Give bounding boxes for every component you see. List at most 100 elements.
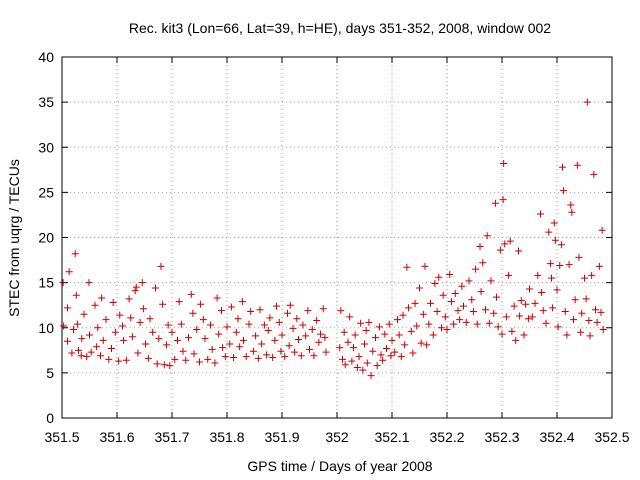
data-point	[281, 353, 289, 361]
data-point	[499, 196, 507, 204]
data-point	[72, 291, 80, 299]
data-point	[557, 241, 565, 249]
data-point	[460, 302, 467, 310]
y-tick-label: 10	[38, 320, 54, 336]
data-point	[85, 279, 93, 287]
data-point	[548, 274, 555, 282]
data-point	[260, 321, 268, 329]
data-point	[409, 349, 417, 357]
data-point	[450, 320, 458, 328]
data-point	[144, 354, 152, 362]
x-tick-label: 352	[325, 429, 349, 445]
data-point	[336, 344, 344, 352]
data-point	[75, 346, 82, 354]
data-point	[351, 331, 359, 339]
data-point	[419, 310, 427, 318]
data-point	[189, 309, 197, 317]
data-point	[506, 237, 514, 245]
data-point	[438, 324, 445, 332]
data-point	[365, 318, 373, 326]
data-point	[273, 302, 280, 310]
x-axis-label: GPS time / Days of year 2008	[247, 458, 432, 474]
data-point	[313, 317, 321, 325]
data-point	[164, 321, 172, 329]
data-point	[138, 279, 146, 287]
data-point	[128, 333, 136, 341]
data-point	[491, 199, 499, 207]
data-point	[278, 331, 286, 339]
data-point	[219, 344, 227, 352]
data-point	[493, 293, 500, 301]
grid	[62, 57, 612, 418]
data-point	[575, 253, 583, 261]
tick-labels: 351.5 351.6 351.7 351.8 351.9 352 352.1 352.2 35…	[38, 49, 629, 445]
data-point	[59, 279, 67, 287]
y-tick-label: 25	[38, 184, 54, 200]
data-point	[275, 318, 283, 326]
data-point	[213, 294, 221, 302]
x-tick-label: 351.7	[154, 429, 189, 445]
data-point	[346, 313, 354, 321]
data-point	[472, 265, 480, 273]
data-point	[411, 299, 419, 307]
data-point	[131, 287, 139, 295]
data-point	[108, 345, 115, 353]
data-point	[344, 338, 352, 346]
data-point	[65, 268, 73, 276]
data-point	[64, 337, 71, 345]
data-point	[211, 359, 219, 367]
data-point	[350, 344, 357, 352]
data-point	[526, 285, 533, 293]
data-point	[249, 347, 257, 355]
y-tick-label: 5	[46, 365, 54, 381]
data-point	[531, 299, 539, 307]
data-point	[567, 201, 575, 209]
data-point	[522, 300, 530, 308]
data-point	[403, 263, 411, 271]
data-point	[405, 304, 412, 312]
data-point	[263, 351, 271, 359]
data-point	[304, 307, 312, 315]
data-point	[447, 298, 455, 306]
data-point	[577, 328, 585, 336]
data-point	[570, 316, 577, 324]
data-point	[221, 353, 229, 361]
data-point	[483, 232, 491, 240]
data-point	[524, 315, 532, 323]
data-point	[227, 303, 235, 311]
data-point	[454, 307, 462, 315]
data-point	[441, 313, 449, 321]
data-point	[560, 187, 568, 195]
data-point	[563, 331, 571, 339]
data-point	[115, 357, 123, 365]
data-point	[166, 362, 174, 370]
data-point	[477, 288, 485, 296]
data-point	[266, 314, 274, 322]
data-point	[593, 318, 601, 326]
data-point	[256, 306, 264, 314]
data-point	[381, 330, 389, 338]
data-point	[153, 360, 161, 368]
data-point	[585, 317, 593, 325]
data-point	[446, 271, 454, 279]
data-point	[451, 289, 459, 297]
data-point	[193, 326, 201, 334]
data-point	[60, 322, 68, 330]
data-point	[399, 311, 407, 319]
data-point	[516, 312, 524, 320]
data-point	[539, 307, 547, 315]
data-point	[559, 163, 566, 171]
data-point	[119, 322, 126, 330]
data-point	[197, 300, 205, 308]
data-point	[155, 335, 163, 343]
data-point	[87, 348, 95, 356]
data-point	[383, 345, 390, 353]
data-point	[515, 247, 522, 255]
data-point	[367, 372, 375, 380]
data-point	[149, 328, 157, 336]
data-point	[534, 271, 542, 279]
data-point	[372, 334, 379, 342]
axis-ticks	[61, 56, 613, 419]
